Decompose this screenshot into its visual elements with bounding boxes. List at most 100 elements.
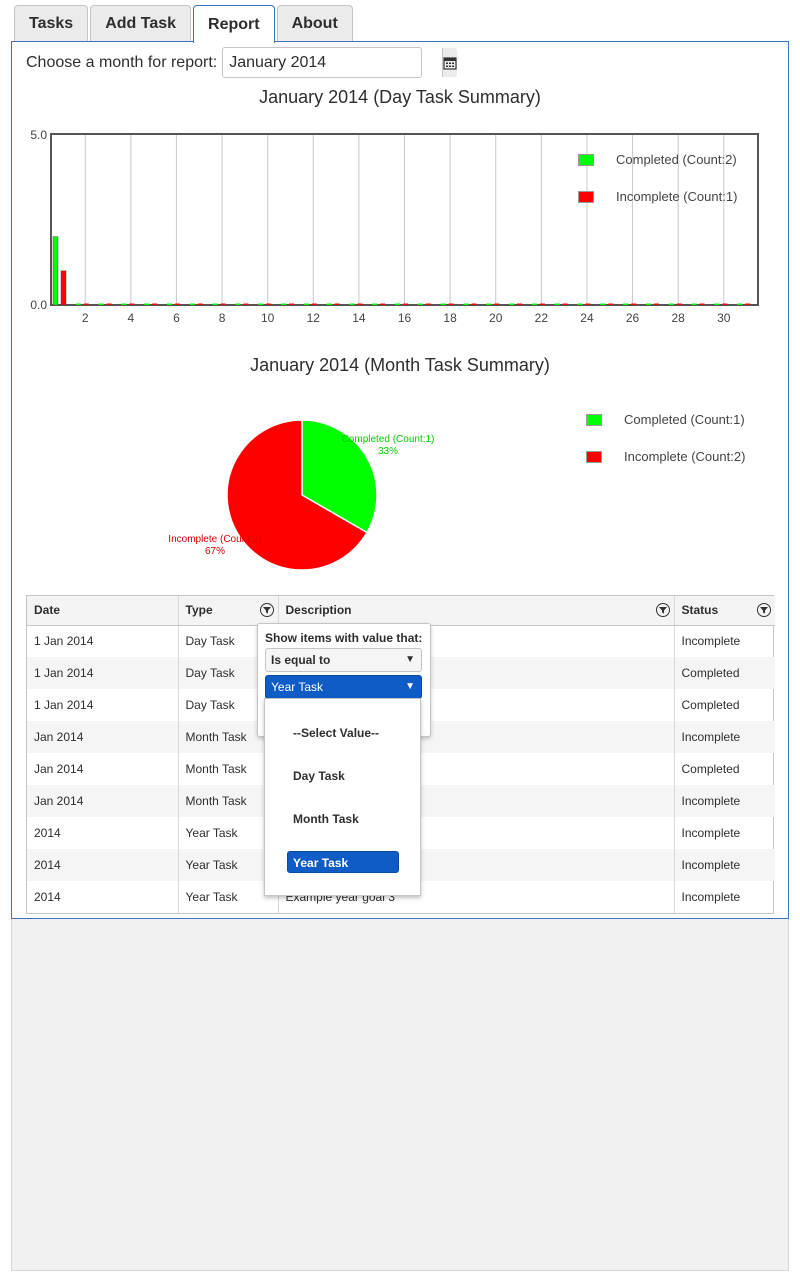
filter-value-dropdown[interactable]: Year Task ▼: [265, 675, 422, 699]
x-tick-label: 18: [443, 311, 457, 325]
bar-incomplete: [129, 303, 135, 305]
cell-status: Incomplete: [673, 881, 775, 913]
x-tick-label: 2: [82, 311, 89, 325]
y-tick-label: 0.0: [30, 298, 47, 312]
month-chart-legend: Completed (Count:1) Incomplete (Count:2): [586, 401, 745, 475]
month-input[interactable]: [223, 48, 443, 77]
column-header-label: Date: [34, 603, 61, 618]
bar-incomplete: [380, 303, 386, 305]
x-tick-label: 28: [671, 311, 685, 325]
filter-option-day-task[interactable]: Day Task: [293, 769, 345, 783]
legend-label-completed: Completed (Count:1): [624, 412, 745, 427]
bar-incomplete: [631, 303, 637, 305]
bar-completed: [714, 303, 720, 305]
cell-date: 2014: [34, 890, 61, 904]
task-grid: Date Type Description Status 1 Jan 2014 D…: [26, 595, 775, 914]
cell-type: Year Task: [177, 881, 278, 913]
filter-icon[interactable]: [259, 603, 274, 617]
bar-incomplete: [448, 303, 454, 305]
calendar-icon: [443, 56, 457, 70]
bar-completed: [349, 303, 355, 305]
bar-completed: [691, 303, 697, 305]
cell-date: Jan 2014: [34, 762, 84, 776]
column-header-description[interactable]: Description: [277, 596, 674, 626]
cell-status: Completed: [673, 689, 775, 721]
cell-status: Incomplete: [673, 817, 775, 849]
bar-incomplete: [425, 303, 431, 305]
chevron-down-icon: ▼: [405, 654, 415, 665]
bar-completed: [326, 303, 332, 305]
column-header-type[interactable]: Type: [177, 596, 278, 626]
calendar-button[interactable]: [442, 48, 458, 77]
bar-incomplete: [175, 303, 181, 305]
column-header-status[interactable]: Status: [673, 596, 775, 626]
cell-status: Completed: [673, 657, 775, 689]
tab-tasks[interactable]: Tasks: [14, 5, 89, 42]
bar-incomplete: [653, 303, 659, 305]
x-tick-label: 14: [352, 311, 366, 325]
pie-label-completed: Completed (Count:1): [342, 434, 435, 445]
column-header-date[interactable]: Date: [27, 596, 178, 626]
bar-completed: [737, 303, 743, 305]
cell-type: Month Task: [177, 753, 278, 785]
legend-item-incomplete: Incomplete (Count:2): [586, 438, 745, 475]
x-tick-label: 24: [580, 311, 594, 325]
bar-incomplete: [722, 303, 728, 305]
filter-operator-value: Is equal to: [271, 653, 331, 667]
cell-status: Incomplete: [673, 721, 775, 753]
empty-area: [11, 919, 789, 1271]
pie-slice-incomplete: [226, 419, 368, 571]
cell-type: Month Task: [177, 785, 278, 817]
bar-completed: [417, 303, 423, 305]
bar-completed: [303, 303, 309, 305]
bar-completed: [486, 303, 492, 305]
bar-incomplete: [699, 303, 705, 305]
bar-completed: [463, 303, 469, 305]
filter-icon[interactable]: [655, 603, 670, 617]
column-header-label: Status: [681, 603, 719, 618]
tab-about[interactable]: About: [276, 5, 353, 42]
filter-value-options: --Select Value-- Day Task Month Task Yea…: [264, 698, 421, 896]
bar-completed: [509, 303, 515, 305]
cell-status: Incomplete: [673, 785, 775, 817]
tab-add-task[interactable]: Add Task: [90, 5, 192, 42]
legend-swatch-incomplete: [578, 190, 594, 203]
x-tick-label: 22: [535, 311, 549, 325]
filter-operator-dropdown[interactable]: Is equal to ▼: [265, 648, 422, 672]
day-task-chart: 2 4 6 8 10 12 14 16 18 20 22 24 26 28 300.05.0: [30, 128, 759, 325]
bar-incomplete: [676, 303, 682, 305]
bar-incomplete: [289, 303, 295, 305]
bar-completed: [281, 303, 287, 305]
legend-label-incomplete: Incomplete (Count:1): [616, 189, 738, 204]
bar-completed: [167, 303, 173, 305]
filter-value: Year Task: [271, 680, 324, 694]
filter-option-year-task[interactable]: Year Task: [287, 851, 399, 873]
x-tick-label: 30: [717, 311, 731, 325]
table-row[interactable]: Jan 2014 Month Task Completed: [27, 753, 775, 785]
bar-incomplete: [517, 303, 523, 305]
filter-option-select-value[interactable]: --Select Value--: [293, 726, 380, 740]
x-tick-label: 20: [489, 311, 503, 325]
bar-completed: [554, 303, 560, 305]
tab-report[interactable]: Report: [193, 5, 275, 43]
day-chart-title: January 2014 (Day Task Summary): [259, 87, 541, 107]
x-tick-label: 12: [307, 311, 321, 325]
x-tick-label: 4: [127, 311, 134, 325]
bar-incomplete: [539, 303, 545, 305]
cell-date: 1 Jan 2014: [34, 634, 94, 649]
bar-completed: [52, 236, 59, 306]
bar-completed: [440, 303, 446, 305]
bar-completed: [189, 303, 195, 305]
bar-incomplete: [608, 303, 614, 305]
month-label: Choose a month for report:: [26, 53, 218, 71]
legend-item-incomplete: Incomplete (Count:1): [578, 178, 737, 215]
filter-option-month-task[interactable]: Month Task: [293, 812, 359, 826]
bar-incomplete: [494, 303, 500, 305]
day-chart-legend: Completed (Count:2) Incomplete (Count:1): [578, 141, 737, 215]
bar-completed: [600, 303, 606, 305]
cell-type: Year Task: [177, 849, 278, 881]
cell-status: Completed: [673, 753, 775, 785]
grid-header-row: Date Type Description Status: [27, 596, 775, 626]
table-row[interactable]: 2014 Year Task Example year goal 3 Incomple…: [27, 881, 775, 913]
filter-icon[interactable]: [757, 603, 771, 617]
